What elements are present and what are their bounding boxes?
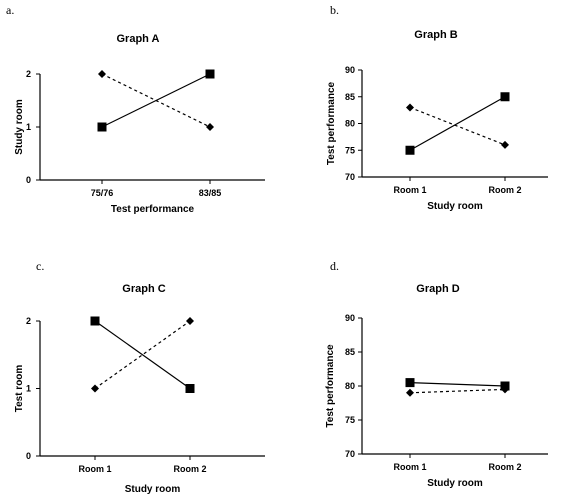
y-tick-label: 70 — [345, 449, 355, 459]
x-tick-label: 75/76 — [91, 188, 114, 198]
series-2-point — [406, 388, 414, 397]
y-tick-label: 75 — [345, 145, 355, 155]
series-2-point — [98, 70, 106, 78]
x-tick-label: Room 1 — [78, 464, 111, 474]
series-2-point — [406, 103, 414, 112]
y-axis-label: Test performance — [325, 344, 336, 428]
series-2-point — [501, 140, 509, 149]
x-tick-label: Room 2 — [488, 462, 521, 472]
series-1-line — [409, 96, 506, 151]
panel-label: d. — [330, 259, 339, 273]
y-tick-label: 90 — [345, 65, 355, 75]
y-tick-label: 0 — [26, 451, 31, 461]
series-1-point — [205, 69, 215, 79]
chart-panel-2: b. Graph B 70 75 80 85 90 Room 1 Room 2 Study roo… — [326, 3, 548, 212]
y-axis-label: Test room — [14, 365, 25, 413]
series-1-point — [90, 316, 100, 326]
series-2-line — [101, 73, 211, 128]
chart-title: Graph B — [414, 29, 457, 41]
y-tick-label: 90 — [345, 313, 355, 323]
x-axis-label: Study room — [427, 201, 483, 212]
chart-panel-3: c. Graph C 0 1 2 Room 1 Room 2 Study room Test r… — [14, 259, 265, 495]
y-tick-label: 85 — [345, 347, 355, 357]
chart-panel-1: a. Graph A 0 1 2 75/76 83/85 Test performance St… — [6, 3, 265, 215]
series-1-line — [409, 382, 506, 387]
y-tick-label: 75 — [345, 415, 355, 425]
y-tick-label: 80 — [345, 119, 355, 129]
series-2-line — [94, 320, 191, 389]
series-2-point — [186, 317, 194, 325]
y-axis-label: Study room — [14, 99, 25, 155]
x-axis-label: Test performance — [111, 204, 195, 215]
y-tick-label: 0 — [26, 175, 31, 185]
series-2-point — [206, 123, 214, 131]
y-tick-label: 2 — [26, 316, 31, 326]
series-2-line — [409, 106, 506, 146]
y-tick-label: 1 — [26, 122, 31, 132]
y-tick-label: 70 — [345, 172, 355, 182]
x-tick-label: Room 1 — [393, 185, 426, 195]
y-tick-label: 85 — [345, 92, 355, 102]
y-tick-label: 2 — [26, 69, 31, 79]
x-axis-label: Study room — [427, 478, 483, 489]
series-2-line — [409, 388, 506, 394]
series-1-line — [94, 320, 191, 389]
series-1-point — [185, 384, 195, 393]
x-tick-label: Room 1 — [393, 462, 426, 472]
x-tick-label: Room 2 — [488, 185, 521, 195]
series-1-point — [97, 122, 107, 132]
y-tick-label: 1 — [26, 384, 31, 394]
chart-title: Graph C — [122, 283, 165, 295]
panel-label: c. — [36, 259, 44, 273]
x-axis-label: Study room — [125, 484, 181, 495]
x-tick-label: 83/85 — [199, 188, 222, 198]
series-1-point — [405, 145, 415, 155]
series-2-point — [501, 385, 509, 394]
series-1-point — [500, 92, 510, 102]
y-axis-label: Test performance — [326, 81, 337, 165]
series-1-point — [405, 378, 415, 388]
panel-label: a. — [6, 3, 14, 17]
chart-title: Graph D — [416, 283, 459, 295]
chart-title: Graph A — [117, 33, 160, 45]
x-tick-label: Room 2 — [173, 464, 206, 474]
chart-panel-4: d. Graph D 70 75 80 85 90 Room 1 Room 2 Study roo… — [325, 259, 548, 489]
series-2-point — [91, 384, 99, 393]
panel-label: b. — [330, 3, 339, 17]
y-tick-label: 80 — [345, 381, 355, 391]
